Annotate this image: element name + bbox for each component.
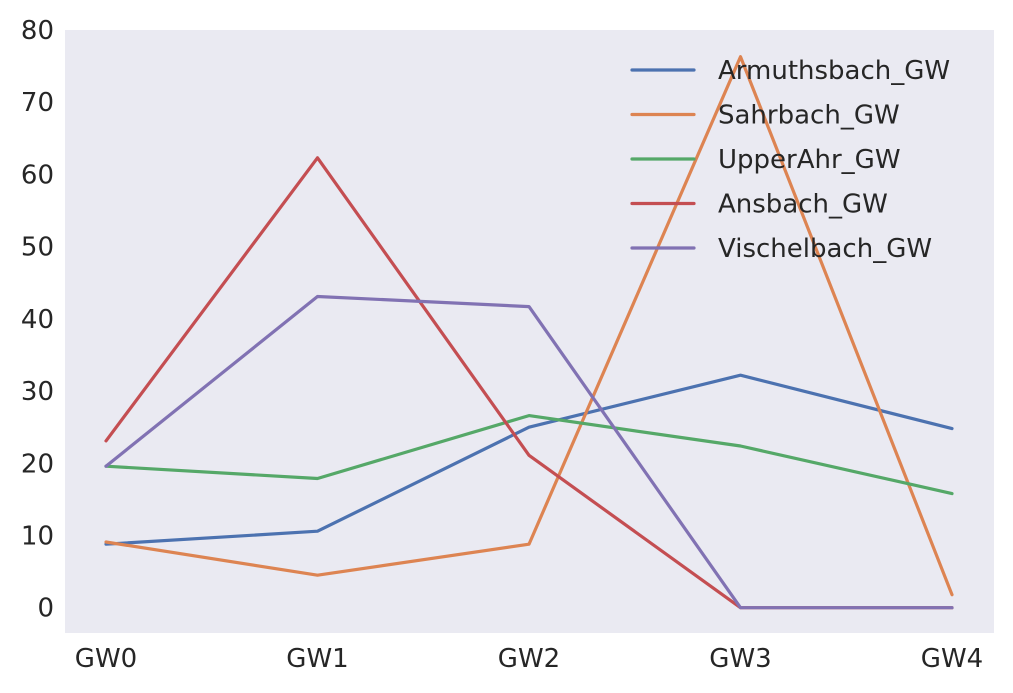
y-tick-label: 70 [21,88,54,118]
series-line [104,373,954,546]
legend: Armuthsbach_GW Sahrbach_GW UpperAhr_GW Ansb… [630,56,950,264]
series-line [104,414,954,496]
series-line [104,55,954,597]
legend-label: Sahrbach_GW [718,101,900,131]
legend-item: Vischelbach_GW [630,234,932,264]
x-tick-label: GW1 [286,644,348,674]
legend-label: Ansbach_GW [718,190,888,220]
legend-label: Vischelbach_GW [718,234,932,264]
y-tick-label: 10 [21,522,54,552]
x-tick-label: GW0 [75,644,137,674]
series-line [104,294,954,610]
y-axis: 0 10 20 30 40 50 60 70 80 [21,16,54,624]
legend-label: UpperAhr_GW [718,145,901,175]
y-tick-label: 60 [21,160,54,190]
y-tick-label: 50 [21,233,54,263]
y-tick-label: 20 [21,449,54,479]
y-tick-label: 40 [21,305,54,335]
legend-item: UpperAhr_GW [630,145,901,175]
y-tick-label: 80 [21,16,54,46]
legend-item: Ansbach_GW [630,190,888,220]
x-axis: GW0 GW1 GW2 GW3 GW4 [75,644,983,674]
x-tick-label: GW3 [709,644,771,674]
legend-item: Sahrbach_GW [630,101,900,131]
legend-label: Armuthsbach_GW [718,56,950,86]
y-tick-label: 30 [21,377,54,407]
legend-item: Armuthsbach_GW [630,56,950,86]
x-tick-label: GW4 [921,644,983,674]
y-tick-label: 0 [37,594,54,624]
series-lines [104,55,954,610]
x-tick-label: GW2 [498,644,560,674]
plot-area [65,30,994,633]
